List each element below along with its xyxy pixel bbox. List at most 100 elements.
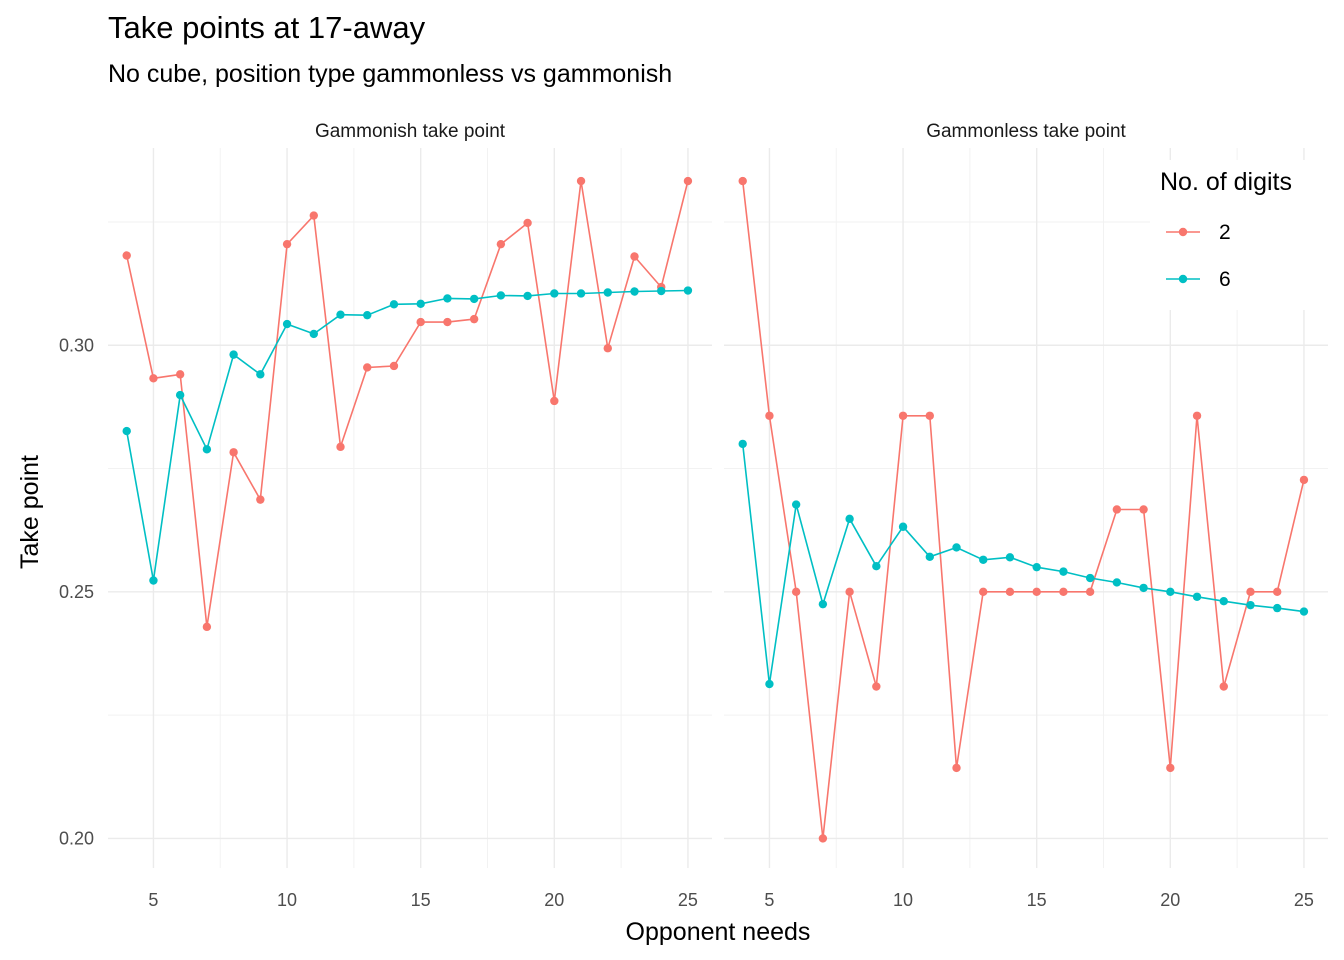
series-line-6 [125, 289, 688, 581]
data-point-6 [443, 294, 452, 303]
data-point-2 [738, 176, 747, 186]
data-point-2 [683, 176, 693, 186]
data-point-6 [550, 289, 559, 298]
data-point-6 [576, 289, 586, 298]
x-tick-label: 15 [411, 890, 431, 910]
data-point-6 [149, 576, 158, 585]
data-point-6 [229, 350, 238, 359]
data-point-6 [523, 291, 532, 301]
data-point-6 [389, 300, 399, 309]
data-point-2 [630, 252, 639, 261]
data-point-2 [576, 176, 586, 186]
data-point-2 [1032, 587, 1041, 597]
x-tick-label: 5 [764, 890, 774, 910]
legend-title: No. of digits [1160, 168, 1292, 196]
x-tick-label: 25 [678, 890, 698, 910]
facet-label: Gammonless take point [926, 121, 1126, 142]
legend-key-point-2 [1178, 227, 1188, 237]
data-point-2 [1085, 587, 1095, 597]
data-point-2 [416, 317, 425, 327]
data-point-2 [1112, 505, 1122, 514]
data-point-6 [416, 299, 425, 309]
data-point-6 [1112, 578, 1122, 587]
data-point-6 [1219, 597, 1228, 606]
data-point-2 [1192, 411, 1202, 420]
data-point-2 [443, 317, 452, 327]
data-point-6 [1085, 573, 1095, 583]
x-tick-label: 20 [1160, 890, 1180, 910]
data-point-6 [738, 439, 747, 449]
data-point-2 [979, 587, 988, 597]
legend-label-2: 2 [1219, 221, 1231, 244]
series-line-2 [125, 180, 689, 627]
chart-subtitle: No cube, position type gammonless vs gam… [108, 60, 673, 88]
data-point-6 [872, 561, 881, 571]
x-tick-label: 25 [1294, 890, 1314, 910]
data-point-2 [149, 374, 158, 383]
data-point-2 [1246, 587, 1255, 597]
data-point-6 [657, 286, 666, 296]
x-tick-label: 10 [893, 890, 913, 910]
data-point-2 [469, 314, 479, 324]
data-point-6 [925, 552, 934, 562]
data-point-6 [952, 543, 961, 552]
data-point-6 [1032, 562, 1041, 572]
data-point-6 [603, 288, 612, 297]
facet-label: Gammonish take point [315, 121, 506, 142]
data-point-6 [309, 329, 318, 339]
data-point-6 [898, 522, 908, 531]
data-point-2 [765, 411, 774, 420]
data-point-2 [925, 411, 934, 420]
data-point-6 [496, 291, 506, 300]
chart-title: Take points at 17-away [108, 10, 426, 45]
data-point-2 [1005, 587, 1015, 597]
data-point-2 [1166, 763, 1175, 773]
data-point-2 [389, 361, 399, 371]
series-line-6 [741, 443, 1305, 685]
data-point-6 [791, 500, 801, 509]
data-point-2 [122, 251, 131, 260]
data-point-2 [818, 834, 828, 843]
data-point-6 [1166, 587, 1175, 597]
data-point-2 [872, 682, 881, 691]
legend-label-6: 6 [1219, 268, 1231, 291]
data-point-6 [1139, 583, 1148, 593]
data-point-2 [175, 370, 185, 379]
data-point-6 [282, 319, 292, 329]
x-tick-label: 5 [148, 890, 158, 910]
y-tick-label: 0.25 [59, 582, 94, 602]
data-point-2 [282, 239, 292, 249]
x-axis-title: Opponent needs [626, 918, 811, 946]
data-point-6 [1273, 603, 1282, 613]
y-tick-label: 0.20 [59, 828, 94, 848]
data-point-2 [1219, 682, 1228, 691]
data-point-6 [845, 514, 854, 524]
data-point-6 [630, 287, 639, 296]
legend-key-point-6 [1178, 274, 1188, 284]
data-point-6 [979, 555, 988, 564]
data-point-2 [523, 218, 532, 228]
data-point-6 [256, 370, 265, 379]
x-tick-label: 15 [1027, 890, 1047, 910]
data-point-6 [1192, 592, 1202, 601]
y-axis-title: Take point [16, 455, 44, 569]
data-point-6 [1059, 567, 1068, 576]
data-point-6 [1246, 600, 1255, 610]
data-point-6 [818, 599, 828, 609]
data-point-6 [469, 294, 479, 304]
series-line-2 [741, 180, 1305, 839]
data-point-6 [765, 679, 774, 689]
data-point-6 [683, 286, 693, 295]
x-tick-label: 10 [277, 890, 297, 910]
data-point-2 [229, 448, 238, 457]
data-point-2 [309, 211, 318, 220]
data-point-6 [175, 390, 185, 400]
data-point-6 [122, 426, 131, 436]
data-point-2 [952, 763, 961, 773]
data-point-2 [603, 344, 612, 353]
data-point-2 [202, 622, 212, 632]
data-point-6 [1299, 607, 1309, 616]
data-point-2 [550, 396, 559, 406]
data-point-2 [363, 363, 372, 372]
